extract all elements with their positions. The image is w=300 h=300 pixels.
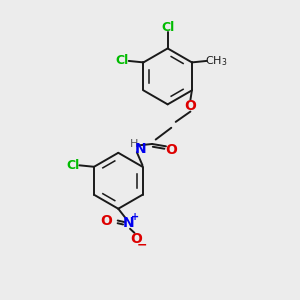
Text: Cl: Cl <box>66 159 80 172</box>
Text: H: H <box>130 139 139 149</box>
Text: O: O <box>100 214 112 227</box>
Text: CH$_3$: CH$_3$ <box>205 54 227 68</box>
Text: O: O <box>165 143 177 157</box>
Text: N: N <box>123 217 134 230</box>
Text: −: − <box>137 239 148 252</box>
Text: O: O <box>130 232 142 246</box>
Text: Cl: Cl <box>161 21 174 34</box>
Text: O: O <box>184 99 196 113</box>
Text: N: N <box>135 142 147 156</box>
Text: +: + <box>131 212 139 222</box>
Text: Cl: Cl <box>116 54 129 68</box>
